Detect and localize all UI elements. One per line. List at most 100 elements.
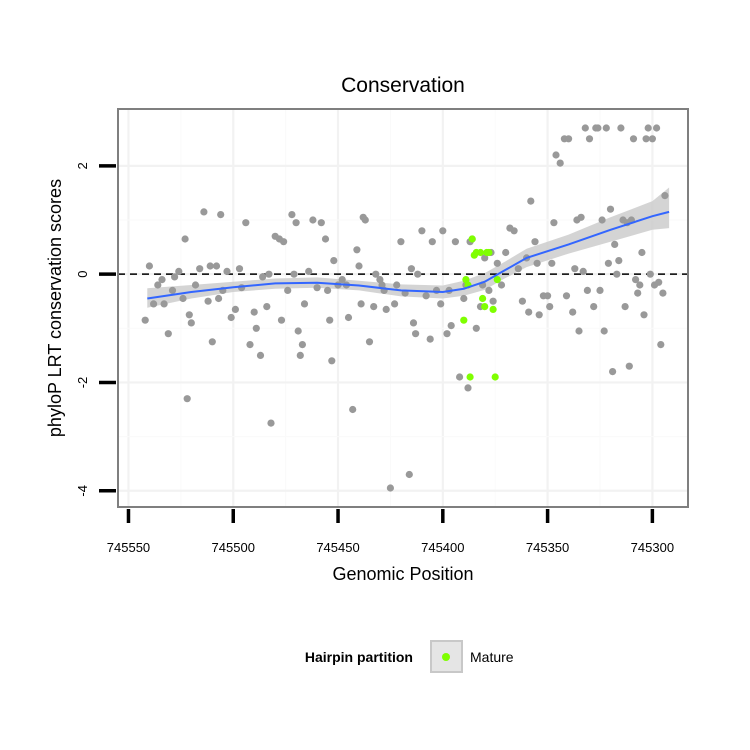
data-point-other [185,311,193,319]
data-point-other [546,303,554,311]
data-point-other [604,259,613,267]
data-point-other [223,267,231,275]
data-point-other [502,248,510,257]
data-point-other [168,286,177,294]
data-point-other [158,276,166,284]
data-point-other [460,294,468,303]
data-point-other [344,313,353,322]
data-point-other [657,341,665,349]
x-tick-label: 745550 [107,540,150,555]
data-point-other [313,284,321,292]
data-point-other [284,286,292,294]
data-point-mature [462,276,470,284]
x-tick-label: 745300 [631,540,674,555]
data-point-other [661,192,669,200]
data-point-other [625,362,633,370]
data-point-other [472,324,480,332]
data-point-other [575,327,583,335]
legend: Hairpin partition Mature [305,640,514,673]
data-point-other [372,270,380,278]
y-axis-label: phyloP LRT conservation scores [45,179,65,437]
data-point-other [606,205,615,213]
data-point-other [208,338,216,346]
data-point-mature [493,276,501,284]
data-point-other [183,395,191,403]
data-point-other [600,327,608,335]
y-tick-label: 0 [75,271,90,278]
data-point-other [493,259,501,267]
data-point-other [246,341,254,349]
data-point-other [191,281,200,289]
data-point-other [544,292,552,300]
data-point-other [510,227,518,235]
x-axis: 745550 745500 745450 745400 745350 745300 [107,509,674,555]
data-point-other [365,338,374,346]
data-point-other [150,300,158,308]
data-point-other [328,357,336,365]
points-mature-series [460,235,501,381]
data-point-other [518,297,527,305]
data-point-mature [476,248,485,257]
data-point-other [432,286,441,294]
data-point-other [422,292,430,300]
x-tick-label: 745400 [421,540,464,555]
data-point-other [590,303,598,311]
data-point-other [653,124,661,132]
data-point-other [187,319,195,327]
data-point-other [569,308,577,316]
data-point-other [160,300,168,308]
data-point-other [531,238,539,246]
data-point-other [215,294,223,303]
data-point-other [439,227,447,235]
data-point-other [613,270,621,278]
data-point-other [548,259,556,267]
data-point-other [267,419,275,427]
y-tick-label: 2 [75,162,90,169]
data-point-other [227,313,235,322]
data-point-other [386,484,394,492]
data-point-other [533,259,541,267]
data-point-other [609,368,617,376]
y-tick-label: -4 [75,485,90,497]
data-point-other [280,238,288,246]
data-point-other [632,276,640,284]
x-tick-label: 745500 [212,540,255,555]
data-point-other [250,308,258,316]
data-point-other [497,281,506,289]
data-point-other [217,211,225,219]
data-point-other [141,316,149,324]
data-point-other [378,281,386,289]
data-point-other [200,208,208,216]
data-point-other [405,470,413,479]
data-point-mature [481,303,489,311]
data-point-other [655,278,663,286]
data-point-other [326,316,334,324]
y-tick-label: -2 [75,377,90,389]
data-point-other [397,238,405,246]
data-point-other [296,351,304,359]
data-point-other [581,124,589,132]
data-point-other [426,335,434,343]
data-point-other [602,124,610,132]
data-point-other [418,227,426,235]
data-point-other [485,286,493,294]
data-point-other [376,276,384,284]
data-point-other [596,286,604,294]
data-point-other [382,305,390,313]
data-point-other [206,262,214,270]
data-point-other [437,300,445,308]
data-point-other [355,262,363,270]
data-point-other [585,135,594,143]
data-point-other [361,216,369,224]
data-point-other [621,303,629,311]
data-point-mature [485,248,493,257]
data-point-other [412,330,420,338]
plot-panel [118,109,688,507]
data-point-other [175,267,183,275]
data-point-mature [479,294,487,303]
data-point-other [456,373,464,381]
data-point-other [235,265,244,273]
data-point-other [145,262,153,270]
data-point-other [338,276,346,284]
